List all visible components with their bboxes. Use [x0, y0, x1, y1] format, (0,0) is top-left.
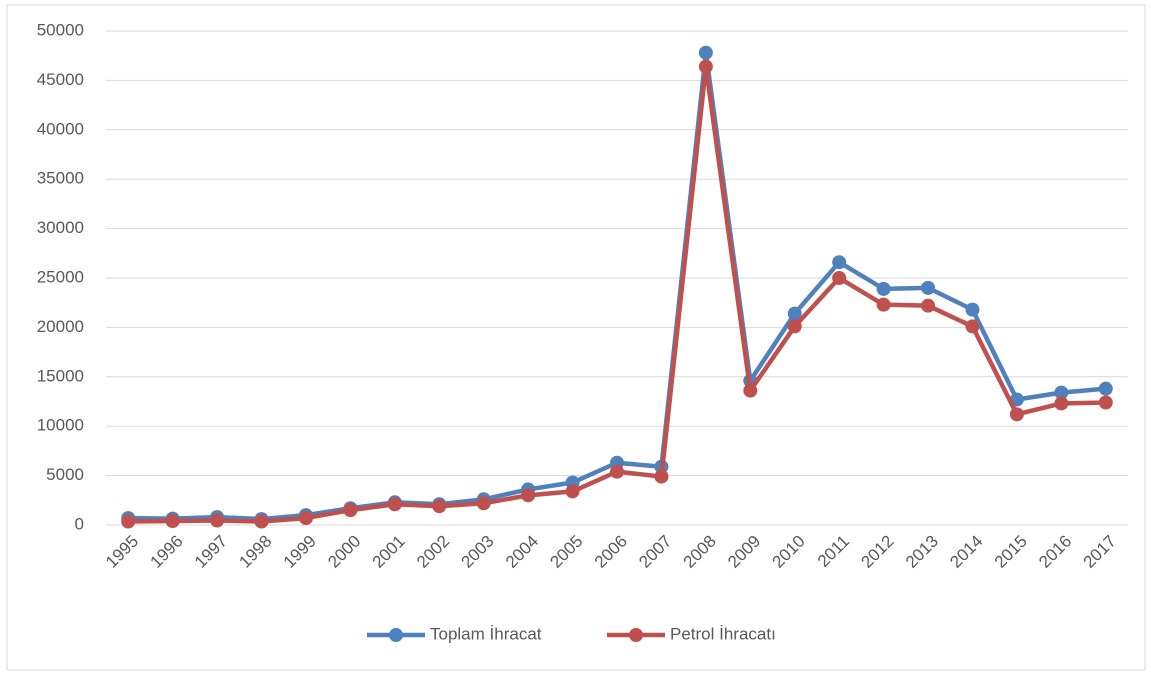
point	[876, 281, 891, 296]
legend-label: Toplam İhracat	[430, 624, 542, 643]
y-tick-label: 10000	[37, 416, 84, 435]
y-tick-label: 20000	[37, 317, 84, 336]
point	[254, 514, 269, 529]
point	[1098, 395, 1113, 410]
point	[610, 464, 624, 479]
point	[565, 484, 580, 499]
point	[521, 488, 536, 503]
point	[921, 298, 936, 313]
legend-marker	[389, 628, 403, 642]
legend-label: Petrol İhracatı	[670, 624, 776, 643]
point	[832, 255, 847, 270]
point	[121, 514, 136, 529]
point	[476, 496, 491, 511]
point	[965, 302, 980, 317]
point	[832, 271, 847, 285]
y-tick-label: 5000	[46, 465, 84, 484]
point	[654, 469, 669, 484]
point	[1054, 396, 1069, 411]
point	[432, 499, 447, 514]
point	[210, 513, 225, 528]
point	[787, 319, 802, 334]
y-tick-label: 30000	[37, 218, 84, 237]
point	[1098, 381, 1113, 396]
point	[965, 319, 980, 334]
y-tick-label: 25000	[37, 267, 84, 286]
point	[698, 59, 713, 74]
point	[876, 297, 891, 312]
y-tick-label: 0	[75, 514, 84, 533]
point	[298, 511, 313, 526]
point	[165, 514, 180, 529]
y-tick-label: 35000	[37, 169, 84, 188]
y-tick-label: 45000	[37, 70, 84, 89]
y-tick-label: 40000	[37, 119, 84, 138]
point	[698, 45, 713, 60]
y-tick-label: 50000	[37, 20, 84, 39]
point	[921, 280, 936, 295]
point	[1009, 407, 1024, 422]
point	[743, 383, 758, 398]
legend-marker	[629, 628, 643, 642]
point	[387, 497, 402, 512]
point	[787, 306, 802, 321]
chart-border	[6, 4, 1146, 671]
point	[1054, 385, 1069, 400]
point	[343, 503, 358, 518]
y-tick-label: 15000	[37, 366, 84, 385]
